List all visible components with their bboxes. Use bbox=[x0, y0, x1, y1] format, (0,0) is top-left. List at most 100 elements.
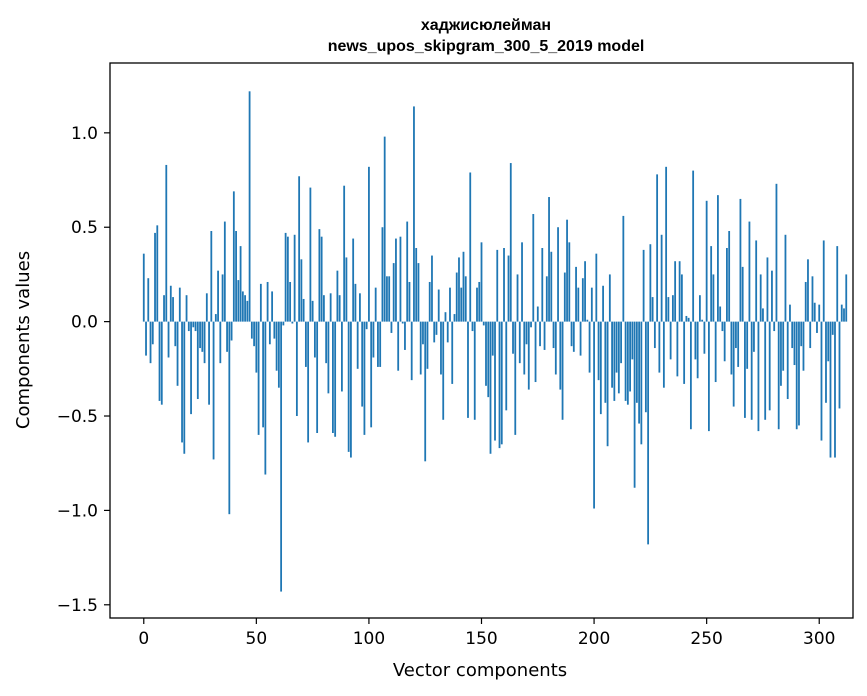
bar bbox=[467, 321, 469, 418]
bar bbox=[696, 321, 699, 379]
bar bbox=[717, 195, 719, 322]
bar bbox=[762, 308, 764, 322]
bar bbox=[757, 321, 760, 432]
bar bbox=[640, 321, 643, 445]
bar bbox=[156, 225, 159, 322]
bar bbox=[379, 321, 382, 367]
y-tick-label: −1.5 bbox=[57, 596, 98, 616]
y-tick-label: −0.5 bbox=[57, 407, 98, 427]
bar bbox=[284, 232, 287, 322]
x-axis-label: Vector components bbox=[393, 660, 567, 681]
bar bbox=[825, 321, 827, 403]
bar bbox=[644, 321, 647, 413]
bar bbox=[606, 321, 609, 447]
bar bbox=[273, 321, 276, 339]
bar bbox=[442, 321, 445, 420]
bar bbox=[262, 321, 265, 428]
bar bbox=[820, 321, 823, 441]
bar bbox=[701, 319, 704, 322]
bar bbox=[730, 321, 733, 375]
bar bbox=[246, 300, 249, 322]
bar bbox=[818, 304, 821, 322]
bar bbox=[307, 321, 310, 443]
bar bbox=[446, 321, 449, 343]
bar bbox=[282, 321, 285, 326]
bar bbox=[165, 164, 168, 322]
bar bbox=[293, 234, 296, 322]
bar bbox=[613, 321, 616, 401]
bar bbox=[223, 221, 226, 322]
bar bbox=[392, 263, 395, 322]
bar bbox=[291, 321, 294, 324]
bar bbox=[721, 321, 724, 332]
bar bbox=[201, 321, 204, 352]
bar bbox=[595, 253, 598, 322]
bar bbox=[383, 136, 386, 322]
bar bbox=[413, 106, 415, 322]
bar bbox=[160, 321, 163, 405]
bar bbox=[789, 304, 791, 322]
bar bbox=[460, 287, 463, 322]
bar bbox=[653, 321, 656, 349]
bar bbox=[451, 321, 454, 384]
bar bbox=[458, 257, 460, 322]
bar bbox=[399, 236, 402, 322]
bar bbox=[327, 321, 330, 394]
bar bbox=[167, 321, 170, 358]
bar bbox=[728, 231, 731, 322]
bar bbox=[354, 283, 357, 322]
bar bbox=[543, 321, 546, 350]
bar bbox=[683, 321, 686, 384]
bar bbox=[791, 321, 794, 349]
bar bbox=[244, 295, 246, 322]
bar bbox=[194, 321, 197, 332]
bar bbox=[142, 253, 145, 322]
bar bbox=[568, 242, 571, 322]
bar bbox=[802, 321, 805, 371]
bar bbox=[615, 321, 618, 373]
x-tick-label: 150 bbox=[465, 629, 497, 649]
bar bbox=[239, 246, 242, 322]
bar bbox=[685, 315, 688, 322]
bar bbox=[766, 257, 769, 322]
bar bbox=[739, 198, 742, 322]
bar bbox=[786, 321, 789, 400]
x-tick-label: 200 bbox=[578, 629, 610, 649]
bar bbox=[647, 321, 650, 545]
bar bbox=[174, 321, 177, 347]
bar bbox=[361, 321, 364, 407]
bar bbox=[205, 293, 208, 322]
bar bbox=[471, 321, 474, 332]
bar bbox=[298, 176, 301, 322]
bar bbox=[300, 259, 303, 322]
bar bbox=[491, 321, 494, 356]
bar bbox=[784, 234, 787, 322]
bar bbox=[489, 321, 492, 454]
bar bbox=[620, 321, 622, 364]
bar bbox=[368, 166, 370, 322]
bar bbox=[521, 242, 523, 322]
bar bbox=[163, 295, 165, 322]
bar bbox=[316, 321, 319, 433]
bar bbox=[431, 255, 433, 322]
bar bbox=[496, 249, 499, 322]
bar bbox=[552, 321, 555, 349]
x-tick-label: 50 bbox=[246, 629, 268, 649]
bar bbox=[183, 321, 186, 454]
bar bbox=[435, 321, 438, 335]
bar bbox=[795, 321, 798, 430]
bar bbox=[804, 281, 807, 322]
bar bbox=[782, 321, 785, 371]
bar bbox=[822, 240, 825, 322]
bar bbox=[586, 319, 589, 322]
bar bbox=[464, 276, 467, 322]
bar bbox=[710, 246, 713, 322]
bar bbox=[617, 321, 620, 394]
bar bbox=[834, 321, 836, 458]
bar bbox=[302, 298, 305, 322]
bar bbox=[811, 276, 814, 322]
bar bbox=[230, 321, 233, 341]
x-tick-label: 250 bbox=[690, 629, 722, 649]
bar bbox=[494, 321, 496, 441]
bar bbox=[843, 308, 845, 322]
